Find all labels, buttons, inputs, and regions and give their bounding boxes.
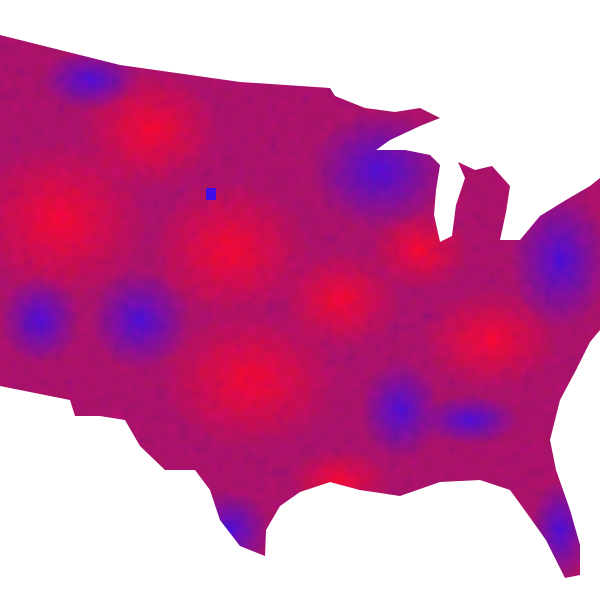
land	[0, 35, 600, 578]
county-map	[0, 35, 600, 578]
